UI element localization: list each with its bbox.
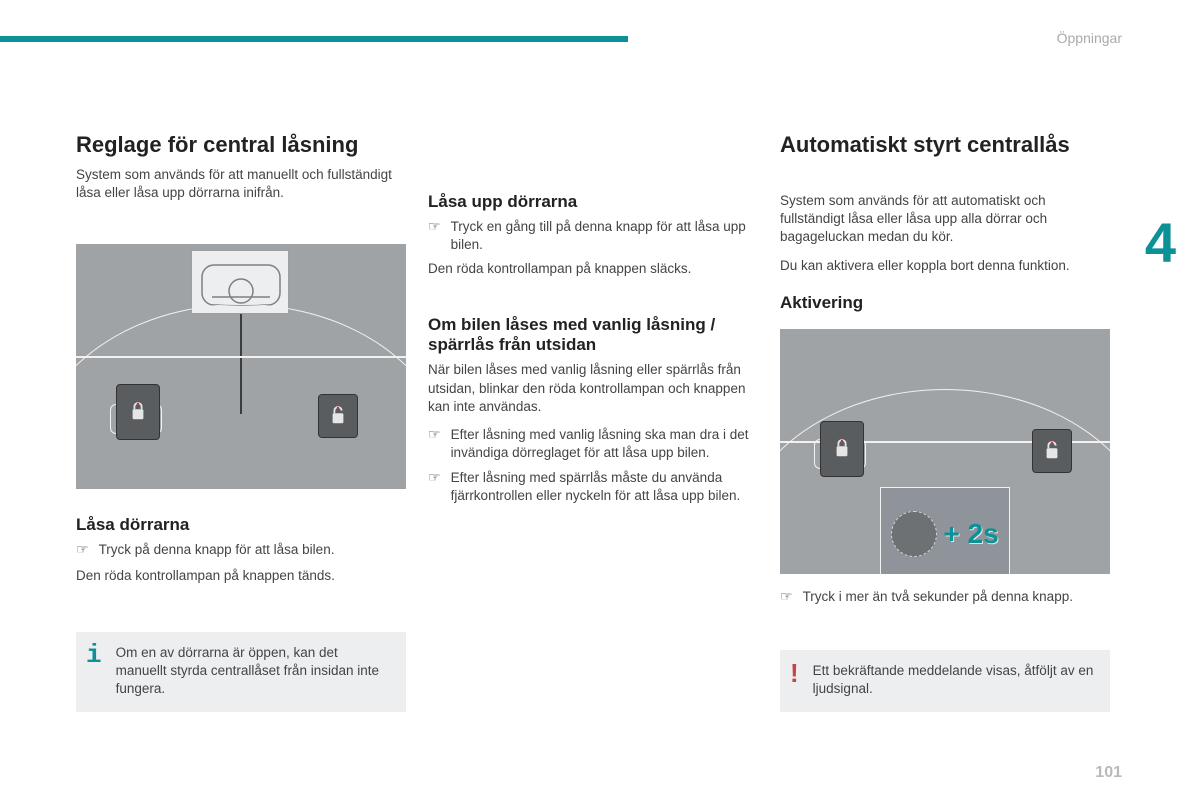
col2-sec2-intro: När bilen låses med vanlig låsning eller… (428, 361, 758, 416)
col1-intro: System som används för att manuellt och … (76, 166, 406, 202)
plus-2s-overlay: + 2s (880, 487, 1010, 574)
col3-bullet-text: Tryck i mer än två sekunder på denna kna… (803, 588, 1073, 608)
unlock-button-illus-2 (1032, 429, 1072, 473)
col1-sub1-title: Låsa dörrarna (76, 515, 406, 535)
col3-intro2: Du kan aktivera eller koppla bort denna … (780, 257, 1110, 275)
col1-title: Reglage för central låsning (76, 132, 406, 158)
col1-sub1-bullet-text: Tryck på denna knapp för att låsa bilen. (99, 541, 335, 561)
chapter-number: 4 (1145, 210, 1176, 275)
lock-open-icon (329, 404, 347, 428)
col3-title: Automatiskt styrt centrallås (780, 132, 1110, 158)
page-number: 101 (1095, 764, 1122, 782)
lock-button-illus (116, 384, 160, 440)
col3-intro1: System som används för att automatiskt o… (780, 192, 1110, 247)
lock-closed-icon (833, 437, 851, 461)
col1-sub1-after: Den röda kontrollampan på knappen tänds. (76, 567, 406, 585)
warning-box: ! Ett bekräftande meddelande visas, åtfö… (780, 650, 1110, 712)
pointer-icon: ☞ (428, 470, 441, 505)
column-left: Reglage för central låsning System som a… (76, 132, 406, 712)
col2-sec2-b1: ☞ Efter låsning med vanlig låsning ska m… (428, 426, 758, 462)
col2-sec1-after: Den röda kontrollampan på knappen släcks… (428, 260, 758, 278)
lock-closed-icon (129, 400, 147, 424)
info-box: i Om en av dörrarna är öppen, kan det ma… (76, 632, 406, 713)
col1-sub1-bullet: ☞ Tryck på denna knapp för att låsa bile… (76, 541, 406, 561)
unlock-button-illus (318, 394, 358, 438)
clock-icon (891, 511, 937, 557)
accent-bar (0, 36, 628, 42)
section-category: Öppningar (1057, 30, 1122, 46)
pointer-icon: ☞ (780, 589, 793, 608)
warning-text: Ett bekräftande meddelande visas, åtfölj… (813, 662, 1094, 698)
lock-open-icon (1043, 439, 1061, 463)
pointer-icon: ☞ (76, 542, 89, 561)
exclamation-icon: ! (790, 658, 799, 689)
col2-sec1-title: Låsa upp dörrarna (428, 192, 758, 212)
column-middle: Låsa upp dörrarna ☞ Tryck en gång till p… (428, 132, 758, 511)
col2-sec1-bullet-text: Tryck en gång till på denna knapp för at… (451, 218, 758, 254)
col3-sub-title: Aktivering (780, 293, 1110, 313)
column-right: Automatiskt styrt centrallås System som … (780, 132, 1110, 712)
col3-bullet: ☞ Tryck i mer än två sekunder på denna k… (780, 588, 1110, 608)
info-text: Om en av dörrarna är öppen, kan det manu… (116, 644, 390, 699)
pointer-icon: ☞ (428, 427, 441, 462)
col2-sec1-bullet: ☞ Tryck en gång till på denna knapp för … (428, 218, 758, 254)
info-icon: i (86, 640, 102, 670)
plus-2s-label: + 2s (943, 518, 998, 550)
col2-sec2-b2: ☞ Efter låsning med spärrlås måste du an… (428, 469, 758, 505)
col2-sec2-b2-text: Efter låsning med spärrlås måste du anvä… (451, 469, 758, 505)
col2-sec2-title: Om bilen låses med vanlig låsning / spär… (428, 315, 758, 356)
lock-button-illus-2 (820, 421, 864, 477)
dashboard-illustration (76, 244, 406, 489)
dashboard-illustration-2: + 2s (780, 329, 1110, 574)
col2-sec2-b1-text: Efter låsning med vanlig låsning ska man… (451, 426, 758, 462)
pointer-icon: ☞ (428, 219, 441, 254)
